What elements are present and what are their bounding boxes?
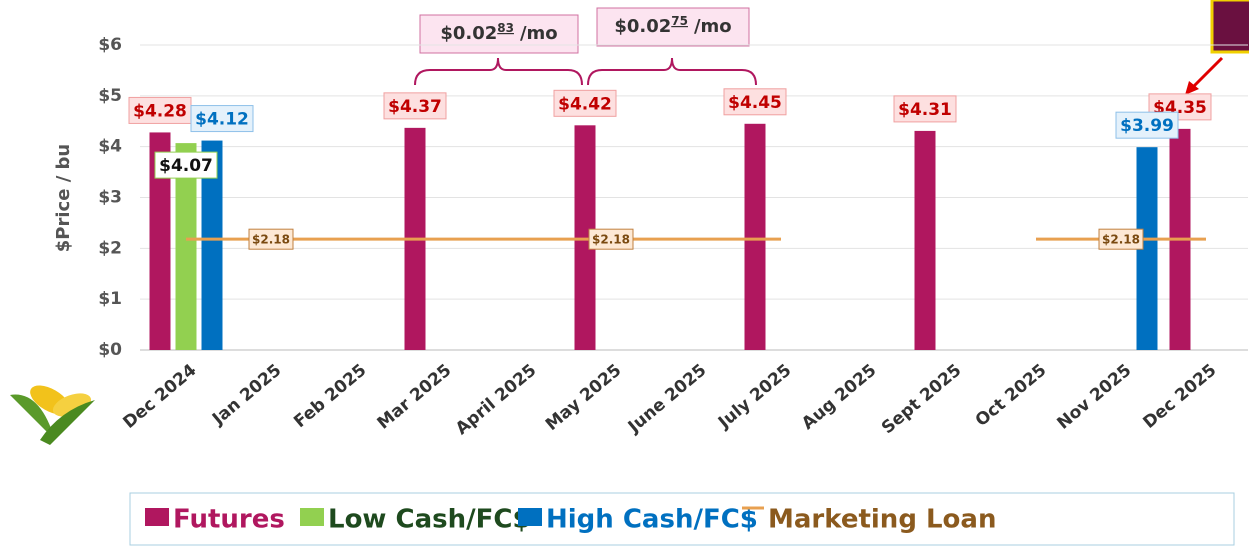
brace bbox=[414, 57, 583, 86]
bar bbox=[1136, 147, 1158, 350]
annotation-unit: /mo bbox=[694, 16, 732, 37]
x-tick-label: Aug 2025 bbox=[798, 360, 880, 434]
value-label: $4.12 bbox=[195, 110, 249, 130]
value-label-box bbox=[1098, 228, 1144, 250]
bar bbox=[175, 143, 197, 350]
legend-label: Marketing Loan bbox=[768, 505, 996, 535]
value-label: $4.42 bbox=[558, 94, 612, 114]
annotation-sup: 83 bbox=[497, 21, 514, 35]
value-label: $2.18 bbox=[252, 233, 290, 247]
annotation-text: $0.02 bbox=[440, 23, 497, 44]
x-tick-label: Feb 2025 bbox=[290, 360, 370, 432]
value-label-box bbox=[553, 89, 617, 117]
arrow bbox=[1190, 56, 1224, 90]
value-label-box bbox=[1115, 111, 1179, 139]
annotation-box bbox=[419, 14, 579, 54]
arrow-head bbox=[1185, 81, 1199, 95]
value-label-box bbox=[190, 105, 254, 133]
annotation-unit: /mo bbox=[520, 23, 558, 44]
callout bbox=[1210, 0, 1249, 54]
value-label-box bbox=[588, 228, 634, 250]
bar bbox=[149, 132, 171, 350]
x-tick-label: Sept 2025 bbox=[878, 360, 965, 438]
legend-label: Low Cash/FC$ bbox=[328, 505, 531, 535]
y-tick-label: $0 bbox=[98, 340, 122, 360]
y-tick-label: $6 bbox=[98, 35, 122, 55]
x-tick-label: Jan 2025 bbox=[208, 360, 285, 429]
value-label: $3.99 bbox=[1120, 116, 1174, 136]
value-label-box bbox=[154, 151, 218, 179]
bar bbox=[201, 140, 223, 350]
value-label-box bbox=[128, 96, 192, 124]
brace bbox=[587, 57, 757, 86]
x-tick-label: Dec 2025 bbox=[1139, 360, 1220, 432]
y-tick-label: $1 bbox=[98, 289, 122, 309]
value-label: $2.18 bbox=[1102, 233, 1140, 247]
value-label: $4.31 bbox=[898, 100, 952, 120]
legend-swatch bbox=[145, 508, 169, 526]
annotation-sup: 75 bbox=[671, 14, 688, 28]
value-label-box bbox=[248, 228, 294, 250]
corn-icon bbox=[10, 385, 95, 445]
legend-label: Futures bbox=[173, 505, 285, 535]
x-tick-label: June 2025 bbox=[624, 360, 711, 437]
value-label: $4.45 bbox=[728, 93, 782, 113]
value-label: $2.18 bbox=[592, 233, 630, 247]
x-tick-label: Oct 2025 bbox=[972, 360, 1051, 431]
bar bbox=[574, 125, 596, 350]
legend-swatch bbox=[300, 508, 324, 526]
y-axis-label: $Price / bu bbox=[53, 144, 74, 252]
value-label-box bbox=[893, 95, 957, 123]
value-label-box bbox=[723, 88, 787, 116]
value-label: $4.28 bbox=[133, 101, 187, 121]
value-label: $4.07 bbox=[159, 156, 213, 176]
legend-swatch bbox=[518, 508, 542, 526]
x-tick-label: May 2025 bbox=[542, 360, 625, 435]
y-tick-label: $2 bbox=[98, 238, 122, 258]
annotation: $0.0275/mo bbox=[614, 14, 731, 38]
x-tick-label: Nov 2025 bbox=[1053, 360, 1135, 433]
y-tick-label: $5 bbox=[98, 86, 122, 106]
x-tick-label: July 2025 bbox=[714, 360, 795, 433]
bar bbox=[914, 130, 936, 350]
x-tick-label: April 2025 bbox=[452, 360, 540, 439]
x-tick-label: Dec 2024 bbox=[119, 360, 200, 433]
annotation-text: $0.02 bbox=[614, 16, 671, 37]
y-tick-label: $4 bbox=[98, 137, 122, 157]
y-tick-label: $3 bbox=[98, 188, 122, 208]
value-label: $4.37 bbox=[388, 97, 442, 117]
legend-label: High Cash/FC$ bbox=[546, 505, 758, 535]
bar bbox=[744, 123, 766, 351]
value-label-box bbox=[383, 92, 447, 120]
annotation: $0.0283/mo bbox=[440, 21, 557, 45]
x-tick-label: Mar 2025 bbox=[374, 360, 456, 433]
annotation-box bbox=[596, 7, 750, 47]
